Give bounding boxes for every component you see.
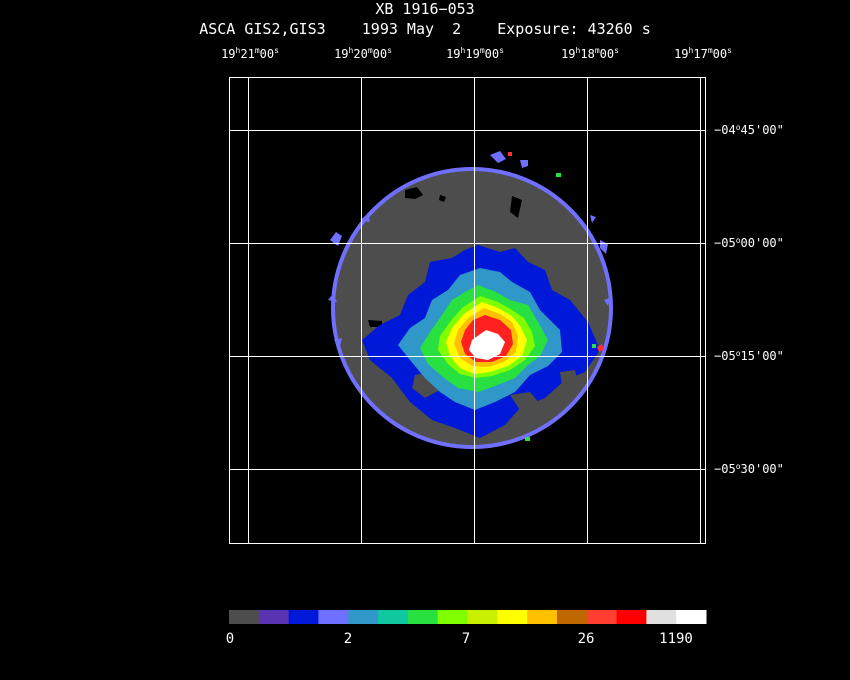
observation-info: ASCA GIS2,GIS3 1993 May 2 Exposure: 4326… (199, 20, 651, 38)
colorbar-swatch (527, 610, 558, 624)
dec-label: −04o45'00" (714, 123, 784, 137)
emission-peak (469, 330, 505, 360)
ra-label: 19h20m00s (334, 46, 392, 61)
colorbar-swatch (497, 610, 528, 624)
dec-label: −05o15'00" (714, 349, 784, 363)
coordinate-grid (229, 77, 706, 544)
colorbar-swatch (556, 610, 588, 624)
detector-rim (331, 167, 613, 449)
ra-label: 19h19m00s (446, 46, 504, 61)
colorbar-swatch (676, 610, 707, 624)
dec-label: −05o30'00" (714, 462, 784, 476)
colorbar-swatch (348, 610, 379, 624)
colorbar-label: 7 (461, 631, 471, 647)
colorbar-swatch (646, 610, 677, 624)
colorbar-swatch (258, 610, 290, 624)
colorbar-swatch (616, 610, 647, 624)
colorbar-swatch (467, 610, 498, 624)
colorbar-label: 0 (225, 631, 235, 647)
colorbar-label: 26 (577, 631, 595, 647)
colorbar-label: 1190 (659, 631, 693, 647)
emission-blue-hole (412, 370, 578, 410)
colorbar-swatch (229, 610, 260, 624)
colorbar-label: 2 (343, 631, 353, 647)
colorbar-swatch (288, 610, 319, 624)
emission-core (420, 285, 548, 392)
colorbar (229, 610, 707, 624)
image-title: XB 1916−053 (375, 0, 475, 18)
ra-label: 19h17m00s (674, 46, 732, 61)
colorbar-swatch (437, 610, 468, 624)
colorbar-swatch (378, 610, 409, 624)
ra-label: 19h18m00s (561, 46, 619, 61)
dec-label: −05o00'00" (714, 236, 784, 250)
plot-frame (229, 77, 706, 544)
colorbar-swatch (407, 610, 439, 624)
ra-label: 19h21m00s (221, 46, 279, 61)
colorbar-swatch (318, 610, 349, 624)
colorbar-swatch (586, 610, 618, 624)
